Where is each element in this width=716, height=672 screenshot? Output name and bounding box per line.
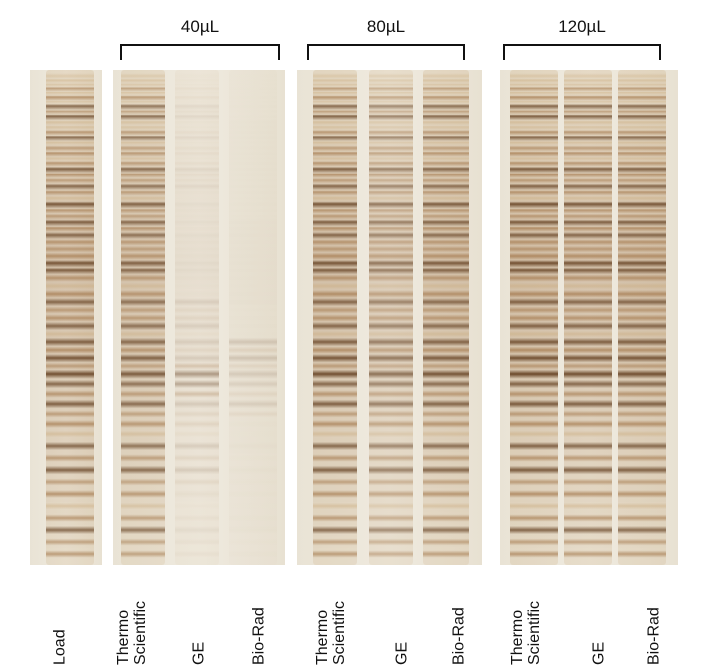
lane-label-load: Load — [51, 629, 69, 665]
lane-label-80ul-ge: GE — [393, 641, 411, 665]
lane-label-40ul-thermo: Thermo Scientific — [115, 600, 149, 665]
lane-label-120ul-biorad: Bio-Rad — [645, 607, 663, 665]
lane-label-80ul-biorad: Bio-Rad — [450, 607, 468, 665]
lane-label-120ul-ge: GE — [590, 641, 608, 665]
gel-lane-120ul-ge — [564, 70, 612, 565]
gel-lane-40ul-biorad — [229, 70, 277, 565]
gel-panel-load — [30, 70, 102, 565]
gel-lane-120ul-biorad — [618, 70, 666, 565]
gel-lane-load — [46, 70, 94, 565]
lane-label-120ul-thermo: Thermo Scientific — [509, 600, 543, 665]
group-bracket-120ul — [503, 44, 661, 60]
gel-lane-120ul-thermo — [510, 70, 558, 565]
gel-panel-120ul — [500, 70, 678, 565]
group-bracket-40ul — [120, 44, 280, 60]
gel-lane-40ul-ge — [175, 70, 219, 565]
lane-label-80ul-thermo: Thermo Scientific — [314, 600, 348, 665]
group-label-80ul: 80µL — [366, 17, 406, 36]
group-bracket-80ul — [307, 44, 465, 60]
group-label-120ul: 120µL — [558, 17, 606, 36]
gel-lane-80ul-ge — [369, 70, 413, 565]
gel-panel-80ul — [297, 70, 482, 565]
gel-lane-80ul-thermo — [313, 70, 357, 565]
group-label-40ul: 40µL — [180, 17, 220, 36]
lane-label-40ul-biorad: Bio-Rad — [250, 607, 268, 665]
gel-panel-40ul — [113, 70, 285, 565]
gel-lane-80ul-biorad — [423, 70, 469, 565]
gel-lane-40ul-thermo — [121, 70, 165, 565]
lane-label-40ul-ge: GE — [190, 641, 208, 665]
